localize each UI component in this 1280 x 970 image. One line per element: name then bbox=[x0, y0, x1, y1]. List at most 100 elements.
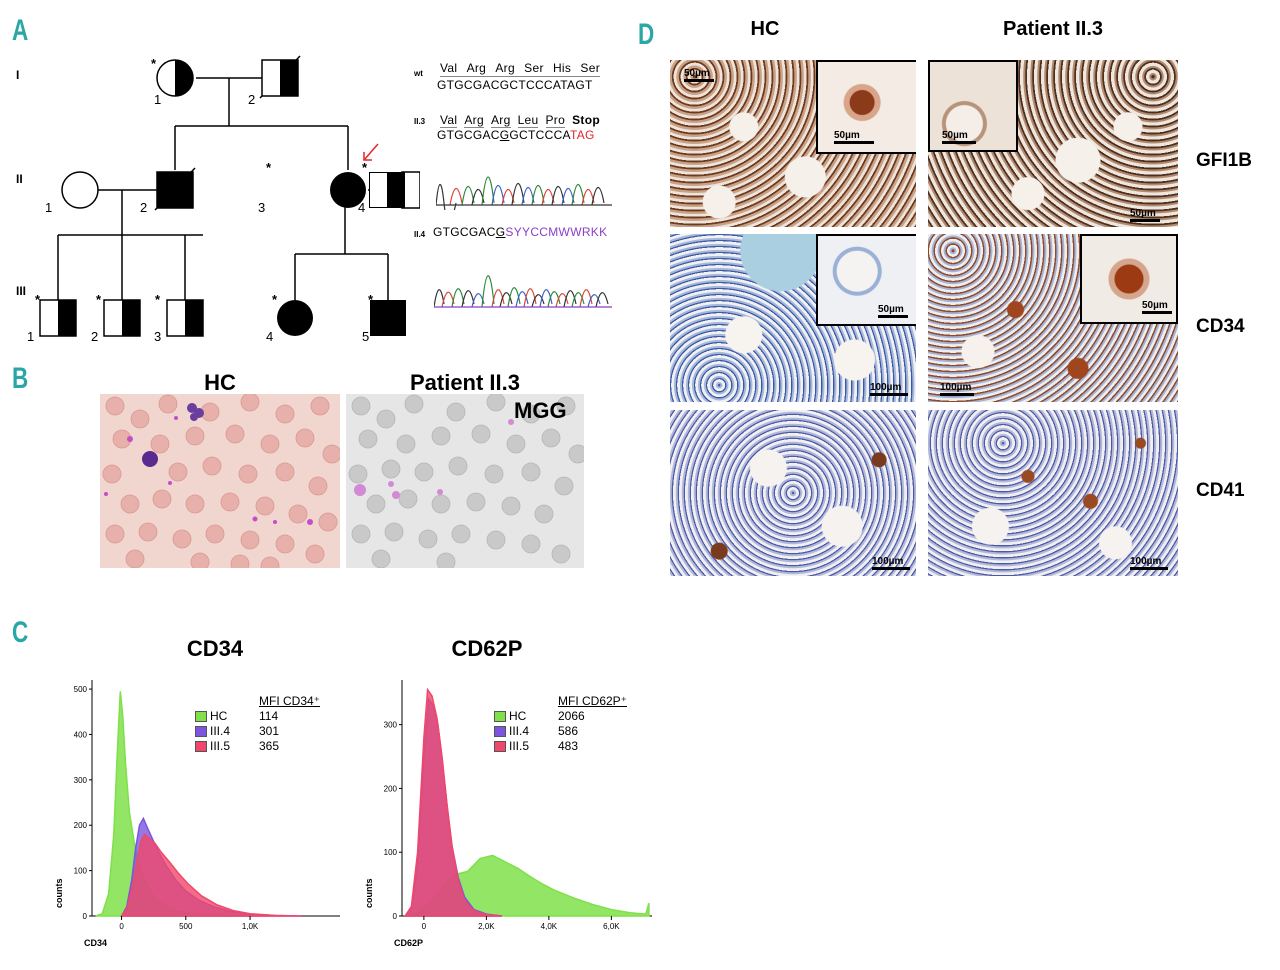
individual-number: 3 bbox=[154, 329, 162, 344]
y-tick-label: 100 bbox=[384, 848, 398, 857]
magnified-inset bbox=[1080, 234, 1178, 324]
magnified-inset bbox=[816, 234, 916, 326]
generation-label: I bbox=[16, 68, 20, 82]
scale-label: 100µm bbox=[940, 382, 972, 393]
tested-marker: * bbox=[155, 292, 161, 307]
mutated-base: G bbox=[499, 128, 510, 142]
individual-number: 2 bbox=[91, 329, 99, 344]
ii3-dna-sequence: GTGCGACGGCTCCCATAG bbox=[437, 128, 595, 142]
x-tick-label: 2,0K bbox=[478, 922, 495, 931]
x-axis-label: CD34 bbox=[84, 938, 107, 948]
legend-item-hc: HC bbox=[494, 709, 526, 723]
x-tick-label: 6,0K bbox=[603, 922, 620, 931]
individual-number: 3 bbox=[258, 200, 266, 215]
panel-d-col-title-hc: HC bbox=[750, 18, 780, 40]
scale-label: 100µm bbox=[870, 382, 902, 393]
y-axis-label: counts bbox=[364, 878, 374, 908]
y-tick-label: 0 bbox=[393, 912, 398, 921]
series-area-iii5 bbox=[403, 687, 503, 917]
scale-bar: 50µm bbox=[684, 68, 714, 82]
cd34-histogram: 0 100 200 300 400 500 0 500 1,0K CD34 counts bbox=[54, 680, 340, 948]
stop-codon: TAG bbox=[569, 128, 595, 142]
patient-cd34-micrograph bbox=[928, 234, 1178, 402]
ii3-amino-acids: Val Arg Arg Leu Pro Stop bbox=[440, 113, 600, 128]
pedigree-II-3 bbox=[330, 172, 366, 208]
hc-gfi1b-micrograph bbox=[670, 60, 916, 227]
proband-arrow-icon bbox=[363, 143, 379, 161]
y-tick-label: 100 bbox=[74, 867, 88, 876]
scale-label: 50µm bbox=[1142, 300, 1168, 311]
legend-mfi: 2066 bbox=[558, 709, 585, 723]
ii4-dna-sequence: GTGCGACGSYYCCMWWRKK bbox=[433, 225, 607, 239]
hc-blood-smear bbox=[100, 394, 340, 568]
pedigree-I-2 bbox=[261, 59, 299, 97]
legend-label: HC bbox=[210, 709, 228, 723]
wt-dna-sequence: GTGCGACGCTCCCATAGT bbox=[437, 78, 593, 92]
x-tick-label: 0 bbox=[422, 922, 427, 931]
x-tick-label: 1,0K bbox=[242, 922, 259, 931]
legend-mfi: 301 bbox=[259, 724, 280, 738]
y-axis-label: counts bbox=[54, 878, 64, 908]
scale-label: 100µm bbox=[1130, 556, 1162, 567]
legend-mfi: 114 bbox=[259, 709, 279, 723]
y-tick-label: 200 bbox=[384, 784, 398, 793]
sequence-label-ii3: II.3 bbox=[414, 117, 426, 126]
panel-b-left-title: HC bbox=[204, 370, 236, 395]
legend-swatch bbox=[494, 741, 506, 753]
legend-swatch bbox=[494, 711, 506, 723]
amino-acid: Arg bbox=[466, 61, 487, 75]
legend-mfi: 483 bbox=[558, 739, 579, 753]
pedigree-II-4-square bbox=[369, 172, 405, 208]
pedigree-III-3 bbox=[166, 299, 204, 337]
scale-label: 50µm bbox=[878, 304, 904, 315]
scale-bar: 50µm bbox=[1142, 300, 1172, 314]
pedigree-III-1 bbox=[39, 299, 77, 337]
tested-marker: * bbox=[35, 292, 41, 307]
legend-item-iii5: III.5 bbox=[195, 739, 230, 753]
pedigree-diagram bbox=[39, 55, 420, 337]
y-tick-label: 300 bbox=[74, 776, 88, 785]
scale-bar: 100µm bbox=[940, 382, 974, 396]
hc-cd41-micrograph bbox=[670, 410, 916, 576]
scale-bar: 100µm bbox=[872, 556, 910, 570]
mutated-base: G bbox=[495, 225, 506, 239]
sequence-label-wt: wt bbox=[414, 69, 423, 78]
generation-label: II bbox=[16, 172, 23, 186]
row-label-cd41: CD41 bbox=[1196, 480, 1245, 501]
tested-marker: * bbox=[266, 160, 272, 175]
row-label-cd34: CD34 bbox=[1196, 316, 1245, 337]
x-axis-label: CD62P bbox=[394, 938, 423, 948]
scale-bar: 50µm bbox=[834, 130, 874, 144]
legend-item-iii4: III.4 bbox=[195, 724, 230, 738]
pedigree-III-4 bbox=[277, 300, 313, 336]
pedigree-I-1 bbox=[156, 59, 194, 97]
scale-bar: 50µm bbox=[942, 130, 976, 144]
y-tick-label: 300 bbox=[384, 721, 398, 730]
x-tick-label: 500 bbox=[179, 922, 193, 931]
legend-header: MFI CD34⁺ bbox=[259, 694, 321, 708]
panel-letter-c: C bbox=[12, 616, 29, 649]
panel-letter-a: A bbox=[12, 14, 29, 47]
panel-b-right-title: Patient II.3 bbox=[409, 370, 521, 395]
individual-number: 1 bbox=[45, 200, 53, 215]
y-tick-label: 400 bbox=[74, 730, 88, 739]
scale-label: 50µm bbox=[684, 68, 710, 79]
generation-label: III bbox=[16, 284, 27, 298]
cd62p-histogram: 0 100 200 300 0 2,0K 4,0K 6,0K CD62P counts bbox=[364, 680, 652, 948]
panel-letter-b: B bbox=[12, 362, 29, 395]
legend-item-iii5: III.5 bbox=[494, 739, 529, 753]
stain-label: MGG bbox=[514, 398, 567, 423]
y-tick-label: 0 bbox=[83, 912, 88, 921]
dna-segment: GTGCGAC bbox=[433, 225, 496, 239]
tested-marker: * bbox=[96, 292, 102, 307]
legend-swatch bbox=[195, 726, 207, 738]
amino-acid: Arg bbox=[464, 113, 484, 128]
dna-segment: GTGCGAC bbox=[437, 128, 500, 142]
legend-header: MFI CD62P⁺ bbox=[558, 694, 628, 708]
amino-acid: Ser bbox=[524, 61, 544, 75]
amino-acid: His bbox=[552, 61, 572, 75]
panel-d-col-title-patient: Patient II.3 bbox=[1002, 18, 1104, 40]
wt-amino-acids: Val Arg Arg Ser His Ser bbox=[440, 61, 600, 77]
legend-label: III.5 bbox=[509, 739, 530, 753]
individual-number: 4 bbox=[358, 200, 366, 215]
